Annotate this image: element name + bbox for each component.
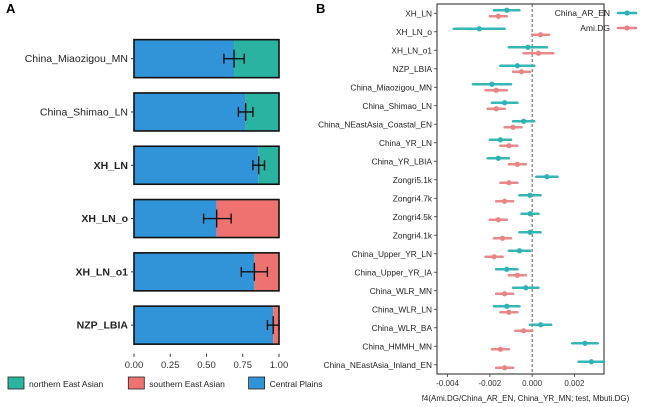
b-point bbox=[537, 322, 544, 328]
a-category-label: XH_LN_o bbox=[81, 213, 128, 225]
b-point bbox=[495, 217, 501, 223]
b-x-tick-label: -0.002 bbox=[479, 379, 502, 388]
a-bar-segment bbox=[258, 146, 279, 185]
panel-b-label: B bbox=[316, 1, 325, 16]
b-point bbox=[493, 106, 499, 112]
b-category-label: China_YR_LN bbox=[379, 138, 432, 148]
b-point bbox=[493, 87, 499, 93]
b-category-label: China_HMMH_MN bbox=[362, 341, 432, 351]
b-category-label: China_Miaozigou_MN bbox=[350, 82, 432, 92]
b-point bbox=[516, 248, 523, 254]
b-category-label: NZP_LBIA bbox=[393, 64, 433, 74]
a-bar-segment bbox=[134, 92, 246, 131]
b-point bbox=[504, 303, 510, 309]
b-x-tick-label: -0.004 bbox=[436, 379, 459, 388]
b-point bbox=[518, 69, 525, 75]
b-point bbox=[497, 346, 504, 352]
b-legend-point bbox=[624, 10, 630, 16]
b-category-label: XH_LN bbox=[405, 8, 432, 18]
panel-a-chart: China_Miaozigou_MN China_Shimao_LN XH_LN XH… bbox=[7, 38, 323, 390]
a-legend-label: Central Plains bbox=[270, 379, 323, 389]
b-point bbox=[504, 266, 510, 272]
b-point bbox=[476, 26, 482, 32]
b-category-label: Zongri4.5k bbox=[393, 212, 433, 222]
b-point bbox=[544, 174, 550, 180]
a-x-tick-label: 0.25 bbox=[161, 360, 180, 371]
b-plot-frame bbox=[436, 3, 605, 375]
a-bar-segment bbox=[134, 39, 235, 78]
b-category-label: Zongri4.1k bbox=[393, 230, 433, 240]
b-category-label: China_Upper_YR_LN bbox=[352, 249, 432, 259]
b-point bbox=[502, 365, 508, 371]
b-point bbox=[521, 118, 527, 124]
panel-a-label: A bbox=[6, 1, 16, 16]
b-category-label: China_WLR_MN bbox=[370, 286, 432, 296]
b-category-label: China_Upper_YR_IA bbox=[355, 267, 433, 277]
b-point bbox=[527, 192, 533, 198]
a-x-tick-label: 0.50 bbox=[197, 360, 216, 371]
a-category-label: China_Miaozigou_MN bbox=[25, 53, 128, 65]
a-bar-segment bbox=[134, 306, 274, 345]
b-point bbox=[506, 143, 512, 149]
b-point bbox=[527, 229, 533, 235]
a-x-tick-label: 0.75 bbox=[234, 360, 253, 371]
b-point bbox=[588, 359, 594, 365]
a-x-tick-label: 0.00 bbox=[125, 360, 144, 371]
b-category-label: China_WLR_BA bbox=[372, 323, 433, 333]
b-point bbox=[506, 309, 512, 315]
panel-b-chart: XH_LN XH_LN_o XH_LN_o1 NZP_LBIA China_Miaozi… bbox=[318, 3, 638, 403]
b-category-label: XH_LN_o1 bbox=[391, 45, 432, 55]
b-category-label: China_WLR_LN bbox=[372, 304, 432, 314]
b-x-axis-label: f4(Ami.DG/China_AR_EN, China_YR_MN; test… bbox=[422, 394, 630, 403]
b-point bbox=[489, 81, 495, 87]
b-point bbox=[514, 272, 520, 278]
b-x-tick-label: 0.002 bbox=[564, 379, 585, 388]
a-legend-label: northern East Asian bbox=[29, 379, 103, 389]
b-category-label: XH_LN_o bbox=[396, 27, 432, 37]
b-point bbox=[514, 63, 520, 69]
b-point bbox=[582, 340, 588, 346]
b-category-label: Zongri5.1k bbox=[393, 175, 433, 185]
b-point bbox=[514, 161, 520, 167]
a-legend-swatch bbox=[7, 376, 25, 390]
b-point bbox=[527, 211, 533, 217]
a-legend-swatch bbox=[127, 376, 145, 390]
b-point bbox=[521, 328, 527, 334]
b-x-tick-label: 0.000 bbox=[522, 379, 543, 388]
b-point bbox=[499, 235, 506, 241]
b-point bbox=[502, 198, 508, 204]
a-legend-label: southern East Asian bbox=[149, 379, 225, 389]
b-point bbox=[525, 44, 531, 50]
b-point bbox=[495, 155, 501, 161]
b-category-label: Zongri4.7k bbox=[393, 193, 433, 203]
b-point bbox=[523, 285, 529, 291]
b-category-label: China_Shimao_LN bbox=[362, 101, 432, 111]
b-legend-point bbox=[624, 25, 630, 31]
a-category-label: XH_LN bbox=[94, 160, 128, 172]
b-point bbox=[502, 291, 508, 297]
a-bar-segment bbox=[134, 146, 259, 185]
a-x-tick-label: 1.00 bbox=[270, 360, 289, 371]
b-point bbox=[504, 7, 510, 13]
b-point bbox=[502, 100, 508, 106]
a-bar-segment bbox=[134, 252, 255, 291]
a-category-label: China_Shimao_LN bbox=[40, 106, 128, 118]
b-point bbox=[491, 254, 497, 260]
a-category-label: XH_LN_o1 bbox=[75, 266, 128, 278]
b-category-label: China_NEastAsia_Inland_EN bbox=[324, 360, 432, 370]
a-category-label: NZP_LBIA bbox=[77, 320, 129, 332]
b-point bbox=[497, 137, 504, 143]
b-point bbox=[495, 13, 501, 19]
b-category-label: China_YR_LBIA bbox=[372, 156, 433, 166]
b-point bbox=[537, 32, 544, 38]
b-point bbox=[506, 180, 512, 186]
a-legend-swatch bbox=[248, 376, 266, 390]
b-legend-label: China_AR_EN bbox=[555, 8, 610, 18]
b-point bbox=[510, 124, 516, 130]
a-bar-segment bbox=[134, 199, 217, 238]
b-point bbox=[535, 50, 542, 56]
b-category-label: China_NEastAsia_Coastal_EN bbox=[318, 119, 432, 129]
b-legend-label: Ami.DG bbox=[580, 23, 610, 33]
